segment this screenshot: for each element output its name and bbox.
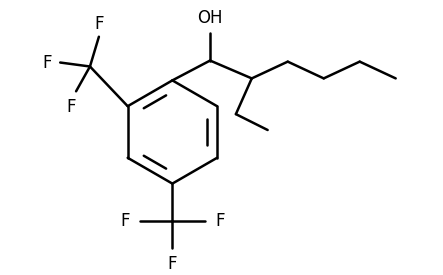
Text: F: F	[167, 255, 177, 273]
Text: F: F	[120, 212, 129, 230]
Text: F: F	[66, 98, 76, 116]
Text: F: F	[94, 15, 104, 33]
Text: F: F	[215, 212, 225, 230]
Text: OH: OH	[197, 9, 223, 27]
Text: F: F	[43, 54, 52, 72]
